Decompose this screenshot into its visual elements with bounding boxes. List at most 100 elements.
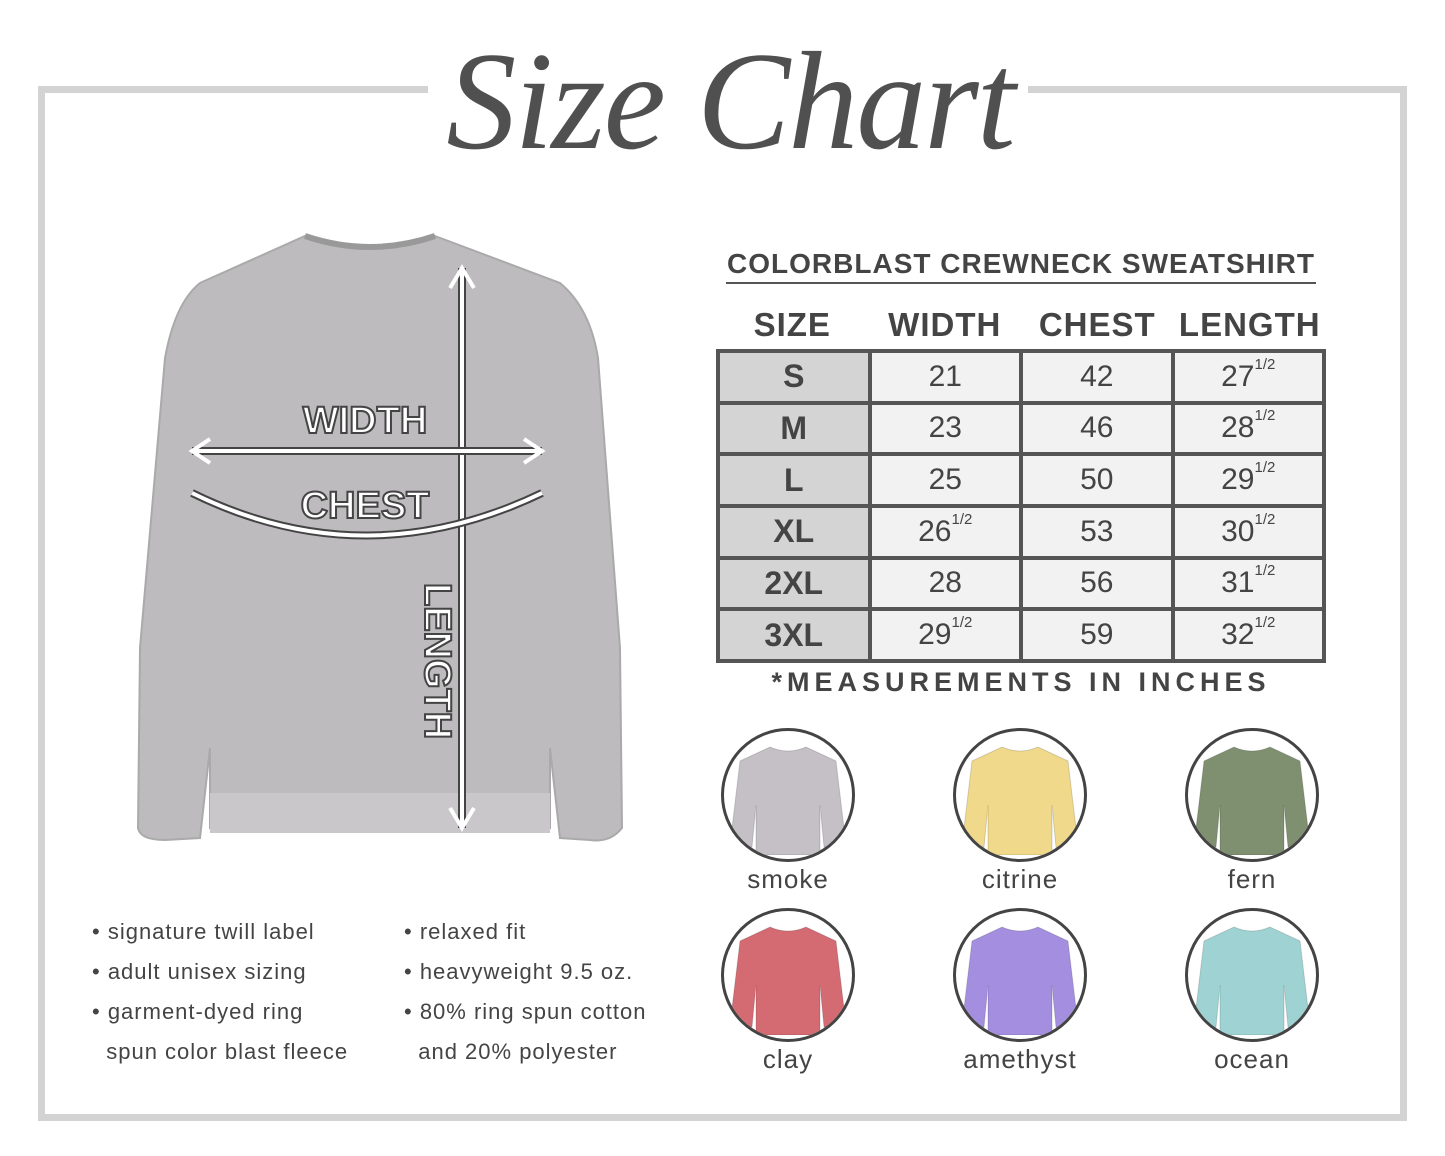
table-row: 3XL 291/2 59 321/2 [716,607,1326,663]
sweatshirt-icon [961,926,1079,1035]
header-width: WIDTH [888,306,1002,343]
length-cell-fraction: 1/2 [1254,510,1276,528]
chest-cell-value: 59 [1080,618,1114,652]
length-cell: 301/2 [1170,503,1326,560]
feature-item: • garment-dyed ring [92,999,304,1024]
table-row: M 23 46 281/2 [716,400,1326,457]
measurement-note: *MEASUREMENTS IN INCHES [771,667,1271,697]
table-header: SIZE WIDTH CHEST LENGTH [716,306,1326,344]
feature-item: spun color blast fleece [92,1039,349,1064]
swatch-circle [1185,728,1319,862]
chest-cell-value: 50 [1080,463,1114,497]
size-cell-value: L [783,461,804,498]
width-cell-value: 25 [928,463,962,497]
feature-item: and 20% polyester [404,1039,618,1064]
length-cell: 291/2 [1170,452,1326,508]
sweatshirt-diagram: WIDTH CHEST LENGTH [136,233,624,842]
size-cell-value: XL [773,513,815,550]
size-cell-value: M [780,409,808,446]
color-swatch-fern: fern [1136,728,1368,895]
length-cell-fraction: 1/2 [1254,614,1276,632]
chest-cell-value: 56 [1080,566,1114,600]
page-title: Size Chart [446,24,1015,179]
chest-cell: 56 [1019,555,1175,612]
chest-cell: 50 [1019,452,1175,508]
color-name: smoke [747,864,829,894]
width-cell-fraction: 1/2 [951,510,973,528]
size-cell: XL [716,503,872,560]
length-cell-fraction: 1/2 [1254,459,1276,477]
swatch-circle [953,728,1087,862]
header-size: SIZE [753,306,831,343]
table-row: XL 261/2 53 301/2 [716,503,1326,560]
sweatshirt-icon [961,746,1079,855]
features-right: • relaxed fit • heavyweight 9.5 oz. • 80… [404,912,647,1072]
length-cell: 271/2 [1170,349,1326,405]
chest-cell: 46 [1019,400,1175,457]
chest-cell-value: 42 [1080,359,1114,393]
table-row: L 25 50 291/2 [716,452,1326,508]
length-cell-value: 28 [1221,411,1255,445]
feature-item: • relaxed fit [404,919,527,944]
chest-cell-value: 46 [1080,411,1114,445]
color-name: clay [762,1044,814,1074]
swatch-circle [721,908,855,1042]
width-cell: 28 [867,555,1023,612]
chest-cell: 42 [1019,349,1175,405]
length-cell-fraction: 1/2 [1254,407,1276,425]
sweatshirt-icon [1193,926,1311,1035]
swatch-circle [1185,908,1319,1042]
length-cell: 311/2 [1170,555,1326,612]
table-row: S 21 42 271/2 [716,349,1326,405]
swatch-circle [953,908,1087,1042]
color-name: amethyst [963,1044,1077,1074]
width-cell: 21 [867,349,1023,405]
chest-cell: 59 [1019,607,1175,663]
width-cell: 25 [867,452,1023,508]
table-row: 2XL 28 56 311/2 [716,555,1326,612]
width-cell: 23 [867,400,1023,457]
color-swatch-citrine: citrine [904,728,1136,895]
length-cell-fraction: 1/2 [1254,562,1276,580]
length-cell-value: 30 [1221,514,1255,548]
width-cell-value: 26 [918,514,952,548]
measure-arrows [188,264,546,832]
length-cell-value: 31 [1221,566,1255,600]
chest-label: CHEST [301,485,430,527]
length-cell: 321/2 [1170,607,1326,663]
width-cell-value: 28 [928,566,962,600]
width-cell-fraction: 1/2 [951,614,973,632]
length-cell-value: 32 [1221,618,1255,652]
length-cell-value: 29 [1221,463,1255,497]
length-cell: 281/2 [1170,400,1326,457]
size-cell: 2XL [716,555,872,612]
header-chest: CHEST [1038,306,1156,343]
width-label: WIDTH [303,400,428,442]
size-cell: 3XL [716,607,872,663]
color-name: fern [1227,864,1277,894]
size-cell: M [716,400,872,457]
feature-item: • adult unisex sizing [92,959,307,984]
color-name: ocean [1214,1044,1290,1074]
width-cell: 291/2 [867,607,1023,663]
size-cell: S [716,349,872,405]
chest-cell: 53 [1019,503,1175,560]
feature-item: • 80% ring spun cotton [404,999,647,1024]
color-swatch-smoke: smoke [672,728,904,895]
size-cell-value: S [783,358,805,395]
color-swatch-ocean: ocean [1136,908,1368,1075]
color-swatch-amethyst: amethyst [904,908,1136,1075]
width-cell: 261/2 [867,503,1023,560]
size-cell: L [716,452,872,508]
feature-item: • heavyweight 9.5 oz. [404,959,634,984]
sweatshirt-icon [729,746,847,855]
header-length: LENGTH [1178,306,1321,343]
size-table: S 21 42 271/2 M 23 46 281/2 L 25 50 291/2 XL 261/2 53 3… [716,349,1326,663]
length-cell-value: 27 [1221,359,1255,393]
size-cell-value: 2XL [764,564,824,601]
length-cell-fraction: 1/2 [1254,355,1276,373]
table-title: COLORBLAST CREWNECK SWEATSHIRT [726,248,1316,284]
feature-item: • signature twill label [92,919,315,944]
length-label: LENGTH [416,583,458,739]
color-swatch-clay: clay [672,908,904,1075]
